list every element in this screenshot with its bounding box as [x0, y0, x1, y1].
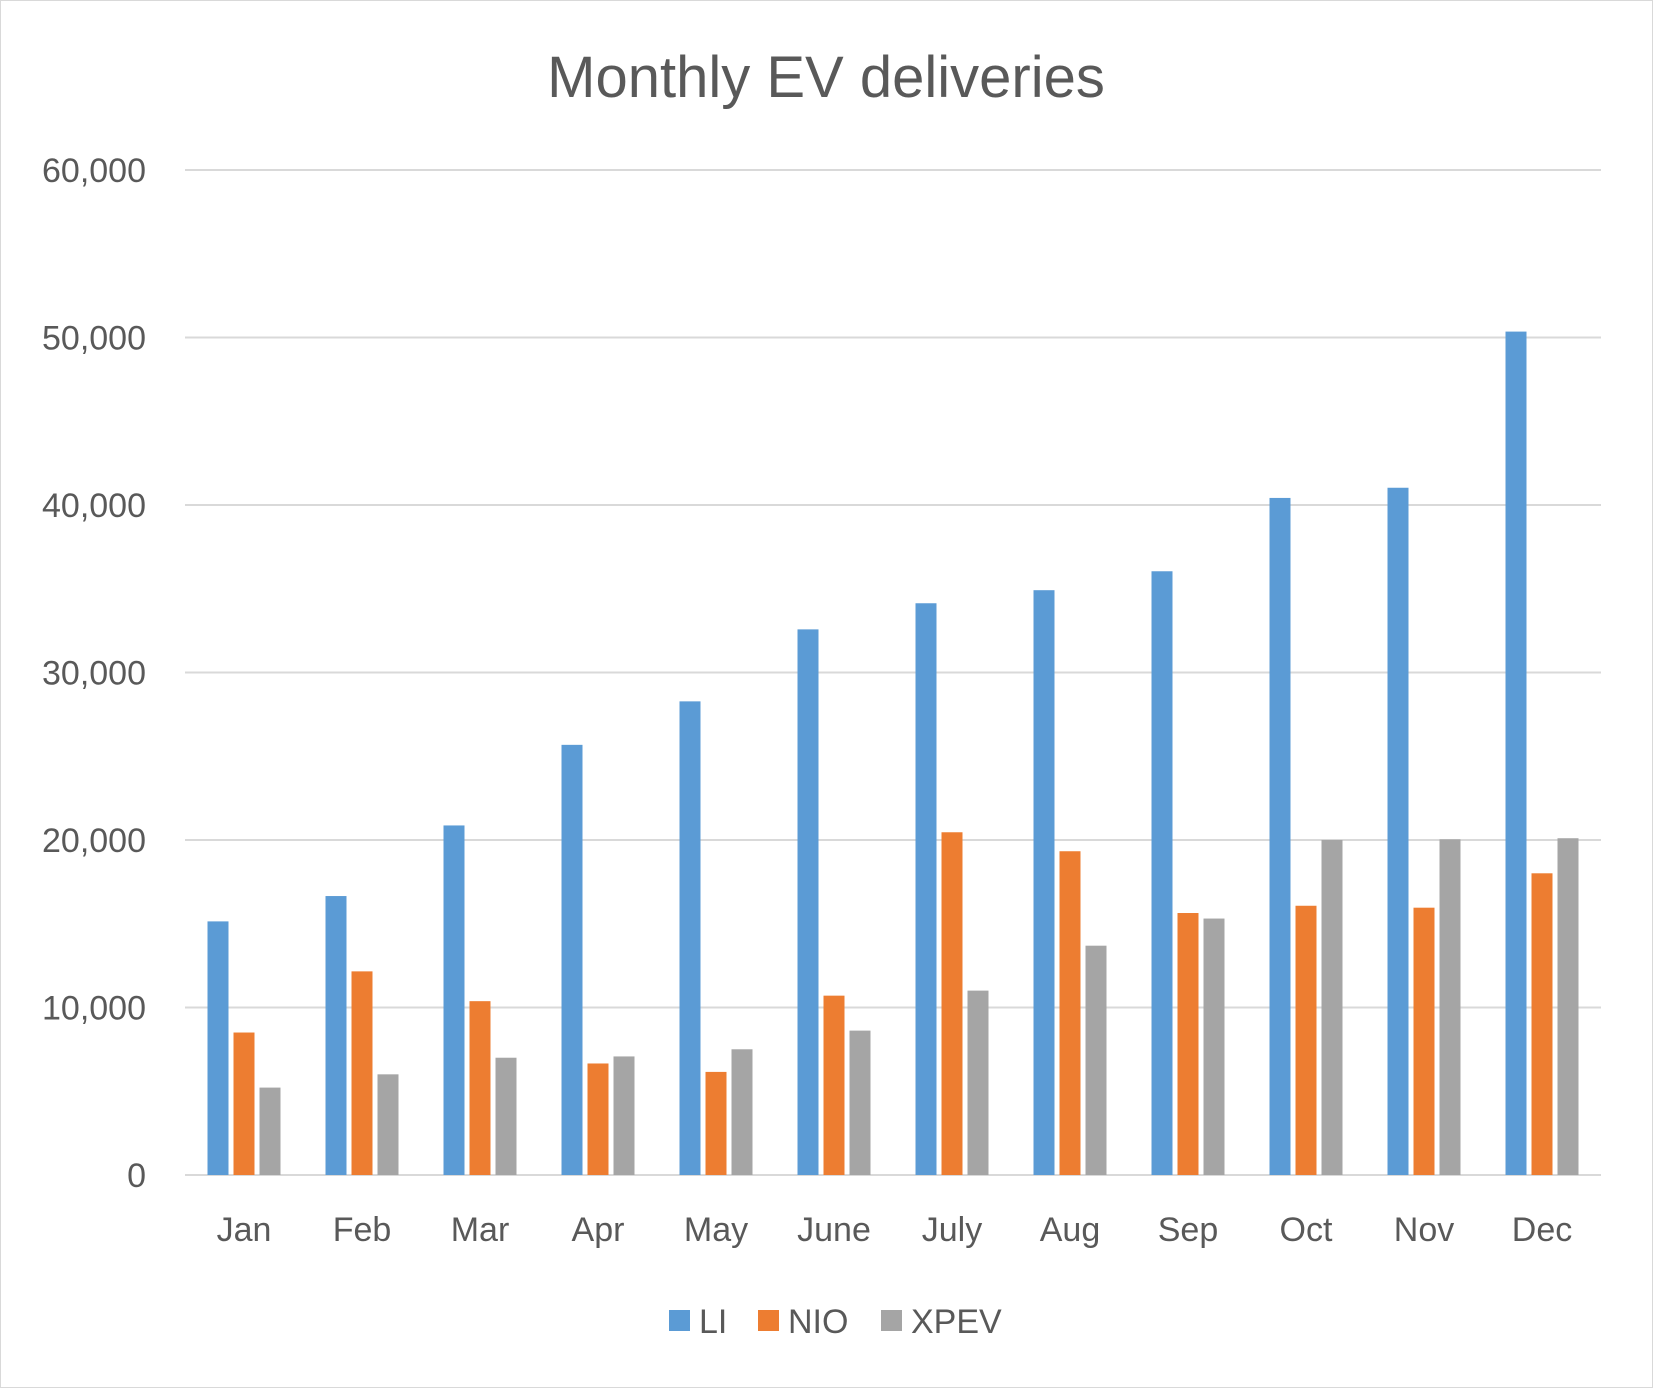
bar-nio-apr	[587, 1063, 609, 1175]
chart-title: Monthly EV deliveries	[547, 45, 1105, 110]
bar-xpev-may	[731, 1049, 753, 1175]
legend-label-li: LI	[699, 1303, 727, 1341]
bar-xpev-dec	[1557, 838, 1579, 1175]
x-tick-label: Feb	[333, 1211, 392, 1249]
bar-nio-july	[941, 832, 963, 1175]
bar-li-jan	[207, 921, 229, 1175]
y-tick-label: 60,000	[42, 152, 146, 190]
x-tick-label: Aug	[1040, 1211, 1101, 1249]
bar-nio-mar	[469, 1001, 491, 1175]
x-tick-label: Apr	[572, 1211, 625, 1249]
y-tick-label: 0	[127, 1157, 146, 1195]
bar-nio-june	[823, 995, 845, 1175]
legend-swatch-li	[669, 1310, 690, 1331]
x-tick-label: Sep	[1158, 1211, 1219, 1249]
legend: LI NIO XPEV	[669, 1303, 1002, 1341]
legend-swatch-xpev	[881, 1310, 902, 1331]
x-tick-label: Jan	[217, 1211, 272, 1249]
bar-xpev-oct	[1321, 839, 1343, 1175]
gridlines	[185, 169, 1601, 1176]
y-tick-label: 50,000	[42, 320, 146, 358]
x-tick-label: July	[922, 1211, 982, 1249]
legend-swatch-nio	[758, 1310, 779, 1331]
bar-nio-aug	[1059, 851, 1081, 1175]
bar-nio-jan	[233, 1032, 255, 1175]
legend-label-nio: NIO	[788, 1303, 848, 1341]
x-tick-label: Mar	[451, 1211, 510, 1249]
bar-xpev-feb	[377, 1074, 399, 1175]
bar-li-aug	[1033, 590, 1055, 1175]
bar-li-june	[797, 629, 819, 1175]
x-axis-tick-labels: Jan Feb Mar Apr May June July Aug Sep Oct Nov Dec	[217, 1211, 1573, 1249]
bar-nio-feb	[351, 971, 373, 1175]
bar-nio-dec	[1531, 873, 1553, 1175]
bar-xpev-aug	[1085, 945, 1107, 1175]
y-tick-label: 10,000	[42, 990, 146, 1028]
x-tick-label: Nov	[1394, 1211, 1454, 1249]
legend-label-xpev: XPEV	[911, 1303, 1002, 1341]
x-tick-label: Oct	[1280, 1211, 1333, 1249]
bar-li-may	[679, 701, 701, 1175]
y-tick-label: 20,000	[42, 822, 146, 860]
x-tick-label: June	[797, 1211, 871, 1249]
bar-li-dec	[1505, 331, 1527, 1175]
bar-li-mar	[443, 825, 465, 1175]
bar-li-nov	[1387, 487, 1409, 1175]
bar-xpev-nov	[1439, 839, 1461, 1175]
bar-nio-sep	[1177, 913, 1199, 1175]
bar-xpev-apr	[613, 1056, 635, 1175]
bar-li-feb	[325, 896, 347, 1175]
x-tick-label: Dec	[1512, 1211, 1572, 1249]
bar-li-july	[915, 603, 937, 1175]
bar-nio-oct	[1295, 905, 1317, 1175]
bar-li-apr	[561, 744, 583, 1175]
y-tick-label: 40,000	[42, 487, 146, 525]
bar-xpev-jan	[259, 1087, 281, 1175]
bar-xpev-june	[849, 1030, 871, 1175]
bars	[207, 331, 1579, 1175]
y-axis-tick-labels: 0 10,000 20,000 30,000 40,000 50,000 60,000	[42, 152, 146, 1195]
bar-xpev-mar	[495, 1057, 517, 1175]
x-tick-label: May	[684, 1211, 748, 1249]
bar-nio-nov	[1413, 907, 1435, 1175]
y-tick-label: 30,000	[42, 655, 146, 693]
bar-xpev-sep	[1203, 918, 1225, 1175]
bar-nio-may	[705, 1071, 727, 1175]
bar-li-sep	[1151, 571, 1173, 1175]
bar-li-oct	[1269, 497, 1291, 1175]
bar-xpev-july	[967, 990, 989, 1175]
